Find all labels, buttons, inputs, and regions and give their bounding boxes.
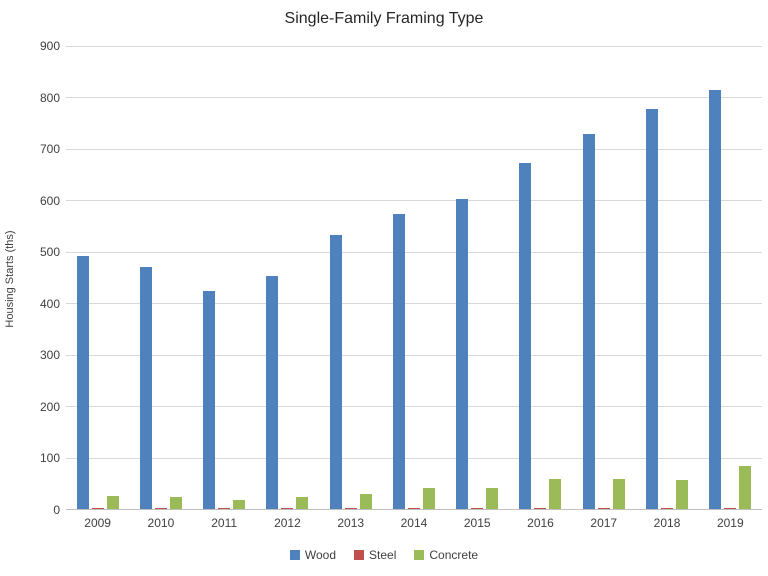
bar-wood-2012 <box>266 276 279 510</box>
bar-group-2011 <box>193 46 256 510</box>
y-tick-label-100: 100 <box>39 451 60 466</box>
bar-group-2012 <box>256 46 319 510</box>
bar-steel-2018 <box>661 507 674 510</box>
bar-concrete-2016 <box>549 478 562 510</box>
bar-group-2016 <box>509 46 572 510</box>
gridline-400 <box>66 303 762 305</box>
x-tick-label-2012: 2012 <box>274 516 301 530</box>
legend-label-concrete: Concrete <box>429 548 479 562</box>
x-tick-label-2009: 2009 <box>84 516 111 530</box>
bar-concrete-2015 <box>486 488 499 510</box>
gridline-800 <box>66 97 762 99</box>
bar-wood-2013 <box>329 234 342 510</box>
y-tick-label-900: 900 <box>39 39 60 53</box>
bar-steel-2010 <box>154 507 167 510</box>
legend-label-wood: Wood <box>304 548 337 562</box>
bar-steel-2019 <box>724 507 737 510</box>
bar-group-2014 <box>382 46 445 510</box>
bar-group-2015 <box>446 46 509 510</box>
bar-group-2010 <box>129 46 192 510</box>
x-axis-line <box>66 509 762 510</box>
y-tick-label-800: 800 <box>39 90 60 105</box>
bar-groups <box>66 46 762 510</box>
bar-group-2009 <box>66 46 129 510</box>
bar-group-2018 <box>635 46 698 510</box>
bar-concrete-2019 <box>739 465 752 510</box>
bar-steel-2009 <box>91 507 104 510</box>
gridline-900 <box>66 45 762 47</box>
y-tick-label-400: 400 <box>39 296 60 311</box>
legend-swatch-steel <box>354 550 365 560</box>
legend-swatch-wood <box>289 550 300 560</box>
bar-wood-2016 <box>519 163 532 510</box>
bar-wood-2019 <box>709 90 722 510</box>
bar-wood-2017 <box>582 133 595 510</box>
y-tick-label-700: 700 <box>39 142 60 157</box>
bar-concrete-2012 <box>296 496 309 510</box>
x-tick-label-2018: 2018 <box>653 516 681 530</box>
y-tick-label-200: 200 <box>39 399 60 414</box>
bar-group-2017 <box>572 46 635 510</box>
gridline-100 <box>66 457 762 459</box>
bar-concrete-2009 <box>106 496 119 510</box>
bar-steel-2016 <box>534 507 547 510</box>
x-tick-label-2019: 2019 <box>716 516 744 530</box>
bar-concrete-2013 <box>359 494 372 510</box>
bar-concrete-2018 <box>676 480 689 510</box>
x-axis-labels: 2009 2010 2011 2012 2013 2014 2015 2016 2017 2018… <box>66 516 762 530</box>
x-tick-label-2013: 2013 <box>337 516 365 530</box>
y-tick-label-300: 300 <box>39 348 60 363</box>
legend-label-steel: Steel <box>369 548 397 562</box>
legend-item-concrete: Concrete <box>414 548 478 562</box>
gridline-200 <box>66 406 762 408</box>
bar-wood-2011 <box>203 290 216 510</box>
chart-title: Single-Family Framing Type <box>284 10 484 27</box>
bar-steel-2017 <box>597 507 610 510</box>
legend-item-wood: Wood <box>289 548 337 562</box>
x-tick-label-2010: 2010 <box>147 516 175 530</box>
y-tick-label-500: 500 <box>39 245 60 260</box>
x-tick-label-2011: 2011 <box>211 516 238 530</box>
bar-group-2019 <box>699 46 762 510</box>
bar-concrete-2017 <box>612 478 625 510</box>
bar-wood-2014 <box>392 214 405 510</box>
legend-item-steel: Steel <box>354 548 396 562</box>
legend: Wood Steel Concrete <box>0 548 768 562</box>
gridline-300 <box>66 354 762 356</box>
y-axis-title: Housing Starts (ths) <box>4 230 16 328</box>
bar-concrete-2011 <box>233 499 246 510</box>
gridline-600 <box>66 200 762 202</box>
plot-area <box>66 45 762 510</box>
bar-wood-2015 <box>456 198 469 510</box>
x-tick-label-2017: 2017 <box>590 516 618 530</box>
x-tick-label-2016: 2016 <box>527 516 554 530</box>
legend-swatch-concrete <box>414 550 425 560</box>
x-tick-label-2015: 2015 <box>463 516 491 530</box>
x-tick-label-2014: 2014 <box>400 516 428 530</box>
bar-concrete-2010 <box>169 497 182 510</box>
bar-wood-2009 <box>76 255 89 510</box>
bar-wood-2010 <box>139 267 152 510</box>
bar-wood-2018 <box>646 108 659 510</box>
gridline-700 <box>66 148 762 150</box>
bar-concrete-2014 <box>422 487 435 510</box>
bar-group-2013 <box>319 46 382 510</box>
y-tick-label-600: 600 <box>39 193 60 208</box>
y-tick-label-0: 0 <box>53 503 60 517</box>
gridline-500 <box>66 251 762 253</box>
